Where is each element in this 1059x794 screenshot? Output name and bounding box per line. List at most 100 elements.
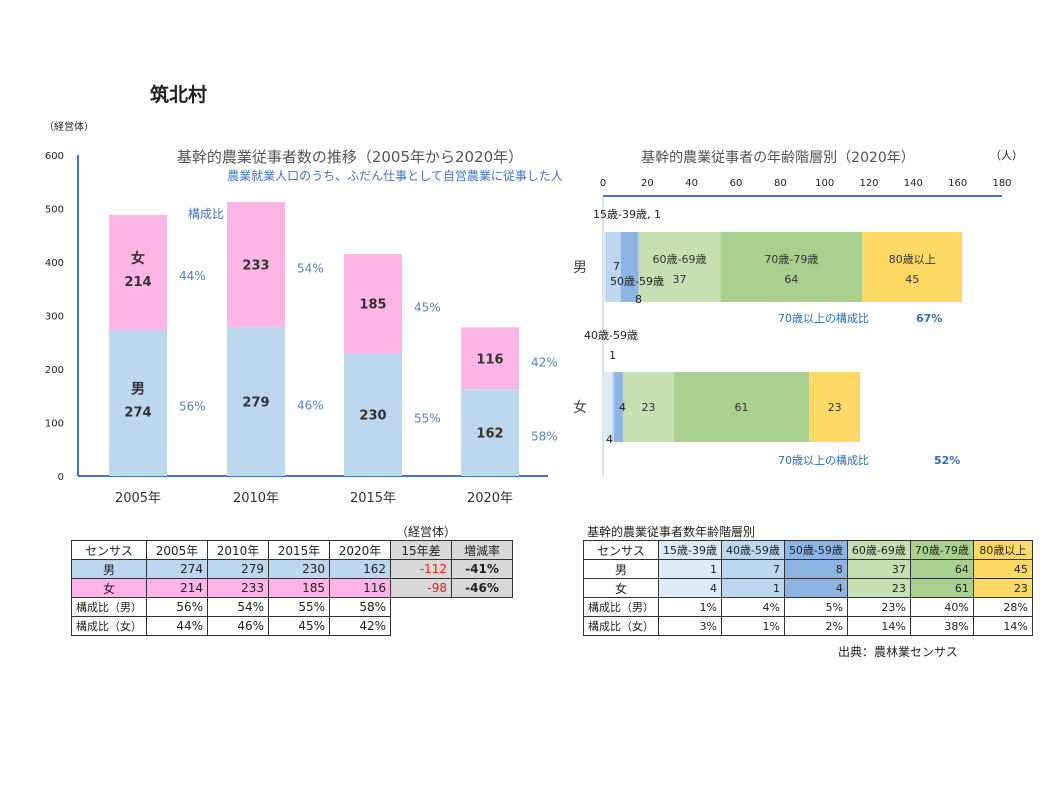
bar-segment [638,232,721,302]
segment-value-label: 61 [735,401,749,414]
cell: 7 [720,559,785,579]
cell: 37 [846,559,911,579]
cell: 214 [146,578,208,598]
th-age-80: 80歳以上 [972,540,1033,560]
empty-cell [452,617,513,636]
source-note: 出典：農林業センサス [838,645,958,659]
cell: 58% [329,597,391,617]
th-age-50-59: 50歳-59歳 [783,540,848,560]
chart2-cat-female: 女 [573,399,587,416]
data-label-male: 230 [359,408,386,423]
cell: 274 [146,559,208,579]
cell: 3% [658,616,722,636]
th-diff: 15年差 [390,540,452,560]
x-tick-label: 60 [730,178,743,189]
bar-segment [720,232,863,302]
bar-segment [611,372,615,442]
y-tick-label: 100 [45,419,64,430]
segment-name-label: 70歳-79歳 [764,253,818,266]
th-age-70-79: 70歳-79歳 [909,540,974,560]
x-tick-label: 160 [948,178,967,189]
th-rate: 増減率 [451,540,513,560]
row-label: 構成比（女） [71,616,147,636]
table-row: 構成比（男） 56% 54% 55% 58% [71,597,513,617]
cell: 42% [329,616,391,636]
cell: 46% [207,616,269,636]
th-2010: 2010年 [207,540,269,560]
cell: 45 [972,559,1033,579]
cell: 23 [846,578,911,598]
data-label-female: 214 [124,275,151,290]
page-title: 筑北村 [150,84,208,106]
segment-name-label: 80歳以上 [889,253,936,266]
row-label: 女 [71,578,147,598]
cell: 61 [909,578,974,598]
cell: 45% [268,616,330,636]
table2-title: 基幹的農業従事者数年齢階層別 [587,525,756,539]
bar-segment [605,232,621,302]
y-tick-label: 600 [45,151,64,162]
empty-cell [452,598,513,617]
bar-segment [809,372,861,442]
y-tick-label: 400 [45,258,64,269]
bar-female [109,214,167,330]
callout-m-50: 50歳-59歳 [610,275,664,288]
cell: 1 [720,578,785,598]
chart1-unit-label: （経営体） [44,120,94,133]
x-tick-label: 2015年 [350,491,396,506]
cell: 1 [658,559,722,579]
series-label-male: 男 [131,382,145,398]
cell: 279 [207,559,269,579]
data-label-female: 233 [242,258,269,273]
callout-f-40: 40歳-59歳 [584,329,638,342]
cell: 23 [972,578,1033,598]
callout-f-50-value: 4 [619,401,626,414]
x-tick-label: 180 [992,178,1011,189]
cell: 4 [658,578,722,598]
callout-f-40-value: 1 [609,349,616,362]
th-census: センサス [583,540,659,560]
cell: 4% [720,597,785,617]
cell: 54% [207,597,269,617]
segment-value-label: 37 [672,273,686,286]
chart1-annotation: 構成比 [188,207,224,221]
chart2-cat-male: 男 [573,260,587,276]
bar-segment [673,372,810,442]
table1-unit: （経営体） [396,525,457,539]
cell-rate: -41% [451,559,513,579]
data-label-female: 185 [359,297,386,312]
share-label-female: 45% [414,300,441,314]
chart2-title: 基幹的農業従事者の年齢階層別（2020年） [641,149,915,166]
table-age: センサス 15歳-39歳 40歳-59歳 50歳-59歳 60歳-69歳 70歳… [583,540,1033,636]
cell: 116 [329,578,391,598]
segment-value-label: 23 [828,401,842,414]
cell: 14% [846,616,911,636]
callout-m-15: 15歳-39歳, 1 [593,208,661,221]
cell: 56% [146,597,208,617]
row-label: 男 [71,559,147,579]
y-tick-label: 0 [58,472,64,483]
chart2-unit-label: （人） [990,149,1023,162]
empty-cell [391,617,452,636]
cell: 44% [146,616,208,636]
cell: 28% [972,597,1033,617]
x-tick-label: 0 [600,178,606,189]
x-tick-label: 80 [774,178,787,189]
table-row: 男 1 7 8 37 64 45 [583,559,1033,579]
table-row: 女 214 233 185 116 -98 -46% [71,578,513,598]
cell: 8 [783,559,848,579]
segment-value-label: 45 [905,273,919,286]
segment-name-label: 60歳-69歳 [652,253,706,266]
chart-trend: （経営体） 基幹的農業従事者数の推移（2005年から2020年） 農業就業人口の… [44,120,563,506]
table-row: 男 274 279 230 162 -112 -41% [71,559,513,579]
segment-value-label: 64 [784,273,798,286]
x-tick-label: 40 [685,178,698,189]
row-label: 構成比（男） [583,597,659,617]
chart1-subtitle: 農業就業人口のうち、ふだん仕事として自営農業に従事した人 [227,169,563,183]
share-label-male: 56% [179,400,206,414]
ratio-label-male: 70歳以上の構成比 [778,312,869,325]
bar-female [227,202,285,327]
cell: 1% [720,616,785,636]
bar-segment [622,372,674,442]
cell: 5% [783,597,848,617]
